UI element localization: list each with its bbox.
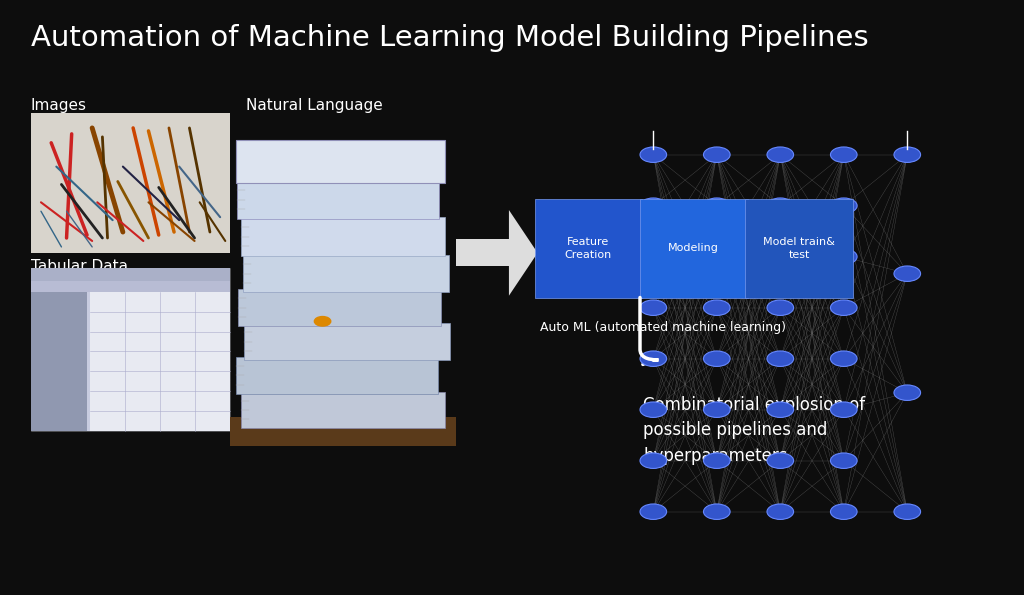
Text: Auto ML (automated machine learning): Auto ML (automated machine learning) xyxy=(540,321,785,334)
Text: Combinatorial explosion of
possible pipelines and
hyperparameters.: Combinatorial explosion of possible pipe… xyxy=(643,396,865,465)
FancyBboxPatch shape xyxy=(640,199,748,298)
Circle shape xyxy=(767,300,794,315)
Circle shape xyxy=(767,249,794,264)
Circle shape xyxy=(830,300,857,315)
Circle shape xyxy=(830,453,857,468)
Circle shape xyxy=(767,147,794,162)
Circle shape xyxy=(640,453,667,468)
FancyBboxPatch shape xyxy=(31,268,230,281)
Circle shape xyxy=(894,147,921,162)
Circle shape xyxy=(640,198,667,214)
Circle shape xyxy=(767,198,794,214)
FancyBboxPatch shape xyxy=(241,392,445,428)
FancyBboxPatch shape xyxy=(244,323,451,360)
FancyBboxPatch shape xyxy=(238,289,440,326)
FancyBboxPatch shape xyxy=(456,239,509,266)
FancyBboxPatch shape xyxy=(535,199,642,298)
Circle shape xyxy=(703,351,730,367)
Text: Natural Language: Natural Language xyxy=(246,98,383,113)
Circle shape xyxy=(894,504,921,519)
Circle shape xyxy=(640,351,667,367)
Circle shape xyxy=(703,249,730,264)
Circle shape xyxy=(830,198,857,214)
Circle shape xyxy=(830,504,857,519)
Circle shape xyxy=(640,249,667,264)
FancyBboxPatch shape xyxy=(31,281,230,292)
Text: Model train&
test: Model train& test xyxy=(763,237,836,259)
Circle shape xyxy=(640,147,667,162)
Circle shape xyxy=(830,147,857,162)
FancyBboxPatch shape xyxy=(90,292,230,431)
Text: Modeling: Modeling xyxy=(669,243,719,253)
Circle shape xyxy=(767,453,794,468)
Circle shape xyxy=(703,147,730,162)
Circle shape xyxy=(703,504,730,519)
FancyBboxPatch shape xyxy=(236,140,445,183)
Circle shape xyxy=(640,402,667,418)
Text: Automation of Machine Learning Model Building Pipelines: Automation of Machine Learning Model Bui… xyxy=(31,24,868,52)
Text: Tabular Data: Tabular Data xyxy=(31,259,128,274)
Circle shape xyxy=(767,402,794,418)
FancyBboxPatch shape xyxy=(241,217,445,256)
Circle shape xyxy=(640,300,667,315)
Circle shape xyxy=(703,300,730,315)
FancyBboxPatch shape xyxy=(31,113,230,253)
Circle shape xyxy=(830,351,857,367)
FancyBboxPatch shape xyxy=(31,292,87,431)
Circle shape xyxy=(830,249,857,264)
FancyBboxPatch shape xyxy=(31,268,230,431)
FancyBboxPatch shape xyxy=(236,357,438,394)
Polygon shape xyxy=(509,210,538,296)
Circle shape xyxy=(640,504,667,519)
FancyBboxPatch shape xyxy=(237,180,439,219)
Circle shape xyxy=(314,317,331,326)
Circle shape xyxy=(703,453,730,468)
Text: Images: Images xyxy=(31,98,87,113)
Text: Feature
Creation: Feature Creation xyxy=(564,237,612,259)
Circle shape xyxy=(830,402,857,418)
Circle shape xyxy=(767,504,794,519)
Circle shape xyxy=(894,266,921,281)
Circle shape xyxy=(767,351,794,367)
Circle shape xyxy=(703,402,730,418)
Circle shape xyxy=(703,198,730,214)
FancyBboxPatch shape xyxy=(243,255,449,292)
FancyBboxPatch shape xyxy=(745,199,853,298)
FancyBboxPatch shape xyxy=(230,416,456,446)
Circle shape xyxy=(894,385,921,400)
